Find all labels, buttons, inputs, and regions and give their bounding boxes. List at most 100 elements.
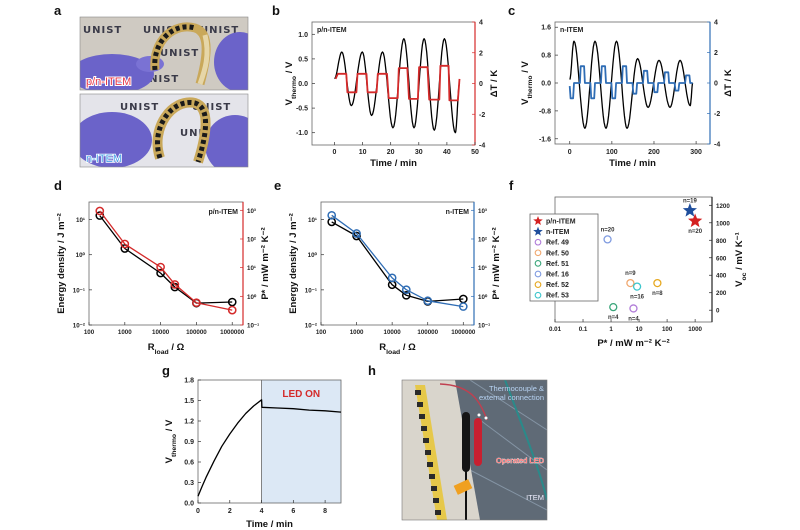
x-axis-label: P* / mW m⁻² K⁻² <box>597 338 669 349</box>
y-tick-label: 0.8 <box>541 53 551 60</box>
y-tick-label: 0.3 <box>184 480 194 487</box>
series-line-right-axis <box>331 214 464 308</box>
data-point <box>192 298 201 308</box>
y-tick-label: 1.5 <box>184 398 194 405</box>
x-tick-label: 100 <box>84 329 95 336</box>
legend-entry: n-ITEM <box>546 229 569 236</box>
x-tick-label: 30 <box>415 149 423 156</box>
series-line-left-axis <box>569 40 694 129</box>
watermark-text: UNIST <box>192 102 231 113</box>
y2-axis-label-sub: oc <box>741 272 748 280</box>
legend: p/n-ITEM n-ITEM Ref. 49 Ref. 50 Ref. 51 Ref. … <box>529 213 599 302</box>
y2-axis-label-base: ΔT / K <box>489 70 500 98</box>
x-tick-label: 100 <box>606 149 618 156</box>
series-line-right-axis <box>99 210 233 311</box>
point-count-label: n=9 <box>625 271 636 277</box>
thermoelectric-cells <box>155 100 209 163</box>
data-point <box>653 278 662 288</box>
watermark-text: UNIST <box>143 25 182 36</box>
panel-label-h: h <box>368 363 376 378</box>
data-point <box>156 262 165 272</box>
legend-entry: Ref. 53 <box>546 293 569 300</box>
data-point-star <box>688 213 703 228</box>
y2-tick-label: -4 <box>479 143 485 150</box>
x-tick-label: 1 <box>609 326 613 333</box>
inset-label: n-ITEM <box>560 27 583 34</box>
glove-right <box>214 32 248 90</box>
x-tick-label: 10000 <box>152 329 170 336</box>
black-clip <box>462 412 470 472</box>
watermark-text: UNIST <box>200 25 239 36</box>
y2-tick-label: 0 <box>716 308 720 315</box>
y-tick-label: 0.0 <box>184 501 194 508</box>
data-point <box>401 285 411 295</box>
legend-star-icon <box>533 226 543 236</box>
data-point <box>120 239 130 249</box>
chart-e: 100 1000 10000 100000 1000000 10⁻² 10⁻¹ 10⁰ 10¹ 1… <box>288 201 502 356</box>
watermark-text: UNIST <box>160 48 199 59</box>
x-tick-label: 4 <box>260 508 264 515</box>
glove-left <box>80 112 152 167</box>
legend-circle-icon <box>534 238 542 246</box>
plot-frame <box>320 201 475 326</box>
y-axis-label-sub: thermo <box>527 75 534 98</box>
y-axis-label-base: V <box>520 98 531 105</box>
y2-axis-label-tail: / mV K⁻¹ <box>734 232 745 272</box>
charts: 0 10 20 30 40 50-1.0-0.50.00.51.0-4-2024Time … <box>56 20 748 530</box>
y-tick-label: 10⁻² <box>73 323 85 330</box>
y2-tick-label: 10⁻¹ <box>247 323 259 330</box>
x-axis-label-sub: load <box>386 349 400 356</box>
thermocouple-label: Thermocouple & <box>489 384 544 393</box>
y-tick-label: 1.0 <box>298 32 308 39</box>
inset-label: n-ITEM <box>446 209 469 216</box>
y-tick-label: 0.9 <box>184 439 194 446</box>
photo-n-item: UNIST UNIST UNIST n-ITEM <box>79 93 249 168</box>
x-tick-label: 0.1 <box>579 326 588 333</box>
legend-circle-icon <box>534 249 542 257</box>
data-point <box>387 273 397 283</box>
legend-circle-icon <box>534 281 542 288</box>
x-tick-label: 0 <box>568 149 572 156</box>
watermark-text: UNIST <box>140 74 179 85</box>
y2-tick-label: 10² <box>478 236 487 243</box>
series-line-right-axis <box>568 65 693 100</box>
photo-led-demo: Thermocouple & external connection Opera… <box>401 379 548 521</box>
series-line-right-axis <box>334 64 461 102</box>
x-tick-label: 8 <box>323 508 327 515</box>
y-axis-label-tail: / V <box>284 61 295 76</box>
watermark-text: UNIST <box>83 25 122 36</box>
photo-label-pn-item: p/n-ITEM <box>86 76 131 88</box>
legend-entry: Ref. 52 <box>546 282 569 289</box>
y-axis-label-sub: thermo <box>171 434 178 457</box>
y-tick-label: -1.0 <box>296 130 308 137</box>
y-axis-label-base: V <box>284 98 295 105</box>
y-tick-label: 10⁻² <box>305 323 317 330</box>
y-tick-label: 10¹ <box>76 217 85 224</box>
y2-tick-label: 10⁻¹ <box>478 323 490 330</box>
x-axis-label-base: R <box>148 342 155 353</box>
y-axis-label-base: Energy density / J m⁻² <box>56 213 67 314</box>
y2-tick-label: -4 <box>714 142 720 149</box>
y-axis-label-tail: / V <box>164 419 175 434</box>
data-point <box>170 280 180 289</box>
x-tick-label: 10 <box>636 326 643 333</box>
y-tick-label: 10¹ <box>308 217 317 224</box>
y-tick-label: -0.8 <box>539 108 551 115</box>
y-tick-label: 0.6 <box>184 460 194 467</box>
x-axis-label-base: P* / mW m⁻² K⁻² <box>597 338 669 349</box>
data-point <box>95 206 105 216</box>
point-count-label: n=8 <box>652 291 663 297</box>
x-tick-label: 40 <box>443 149 451 156</box>
legend-entry: p/n-ITEM <box>546 219 576 226</box>
point-count-label: n=19 <box>683 199 698 205</box>
y-axis-label-base: Energy density / J m⁻² <box>288 213 299 314</box>
series-line-left-axis <box>197 399 342 497</box>
x-tick-label: 1000 <box>688 326 702 333</box>
y2-tick-label: 4 <box>479 20 483 27</box>
y2-tick-label: 400 <box>716 273 727 280</box>
y-axis-label-sub: thermo <box>291 76 298 99</box>
x-tick-label: 100 <box>316 329 327 336</box>
y-axis-label: Vthermo / V <box>520 60 534 104</box>
y2-tick-label: 2 <box>479 50 483 57</box>
